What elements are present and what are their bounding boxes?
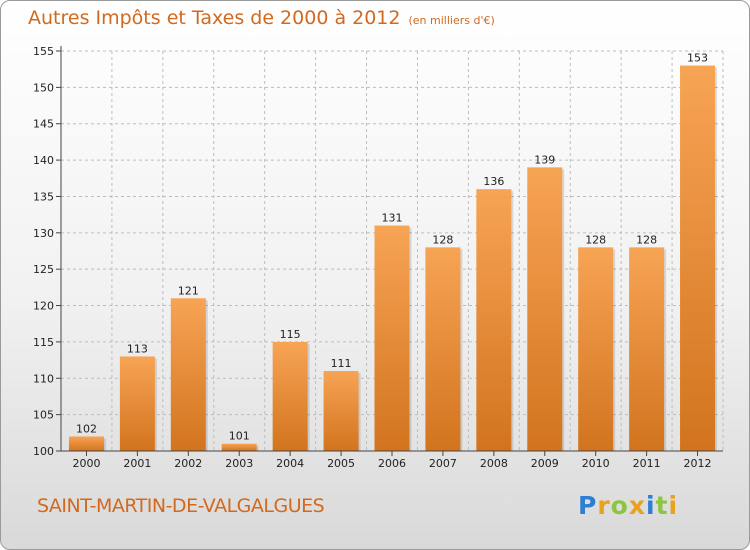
data-label: 121: [178, 284, 199, 297]
y-tick-label: 125: [33, 263, 54, 276]
chart-unit: (en milliers d'€): [408, 14, 495, 27]
data-label: 128: [636, 233, 657, 246]
y-tick-label: 145: [33, 118, 54, 131]
data-label: 128: [585, 233, 606, 246]
data-label: 111: [331, 357, 352, 370]
x-tick-label: 2005: [327, 457, 355, 470]
commune-name: SAINT-MARTIN-DE-VALGALGUES: [37, 495, 325, 517]
data-label: 101: [229, 430, 250, 443]
x-tick-label: 2007: [429, 457, 457, 470]
y-tick-label: 100: [33, 445, 54, 458]
x-tick-label: 2012: [684, 457, 712, 470]
y-tick-label: 115: [33, 336, 54, 349]
logo-letter: o: [610, 491, 629, 520]
x-tick-label: 2002: [174, 457, 202, 470]
data-label: 131: [382, 212, 403, 225]
axes: [56, 46, 723, 456]
x-tick-label: 2001: [123, 457, 151, 470]
chart-title-text: Autres Impôts et Taxes de 2000 à 2012: [28, 7, 401, 29]
x-tick-label: 2006: [378, 457, 406, 470]
bar: [221, 443, 257, 451]
bar: [476, 189, 512, 451]
x-tick-label: 2010: [582, 457, 610, 470]
x-tick-label: 2011: [633, 457, 661, 470]
bar: [272, 341, 308, 451]
proxiti-logo[interactable]: Proxiti: [578, 491, 678, 520]
bar: [425, 247, 461, 451]
y-tick-label: 155: [33, 45, 54, 58]
logo-letter: P: [578, 491, 598, 520]
bar: [119, 356, 155, 451]
x-tick-label: 2003: [225, 457, 253, 470]
data-label: 115: [280, 328, 301, 341]
x-tick-label: 2000: [72, 457, 100, 470]
bars: [68, 65, 718, 451]
y-tick-label: 130: [33, 227, 54, 240]
logo-letter: i: [646, 491, 656, 520]
data-label: 139: [534, 153, 555, 166]
y-tick-label: 120: [33, 300, 54, 313]
y-tick-label: 150: [33, 81, 54, 94]
labels: 100 105 110 115 120 125 130 135 140 145 150 155 102 2…: [33, 45, 712, 470]
data-label: 136: [483, 175, 504, 188]
x-tick-label: 2004: [276, 457, 304, 470]
bar: [680, 65, 716, 451]
logo-letter: r: [597, 491, 611, 520]
chart-title: Autres Impôts et Taxes de 2000 à 2012 (en…: [28, 7, 495, 29]
bar: [323, 371, 359, 451]
data-label: 102: [76, 422, 97, 435]
bar: [170, 298, 206, 451]
logo-letter: x: [628, 491, 646, 520]
y-tick-label: 110: [33, 372, 54, 385]
y-tick-label: 140: [33, 154, 54, 167]
bar: [629, 247, 665, 451]
bar: [374, 225, 410, 451]
data-label: 153: [687, 52, 708, 65]
data-label: 113: [127, 342, 148, 355]
logo-letter: t: [655, 491, 669, 520]
x-tick-label: 2008: [480, 457, 508, 470]
y-tick-label: 135: [33, 190, 54, 203]
bar: [527, 167, 563, 451]
y-tick-label: 105: [33, 409, 54, 422]
bar: [578, 247, 614, 451]
x-tick-label: 2009: [531, 457, 559, 470]
data-label: 128: [432, 233, 453, 246]
logo-letter: i: [668, 491, 679, 520]
bar: [68, 436, 104, 451]
